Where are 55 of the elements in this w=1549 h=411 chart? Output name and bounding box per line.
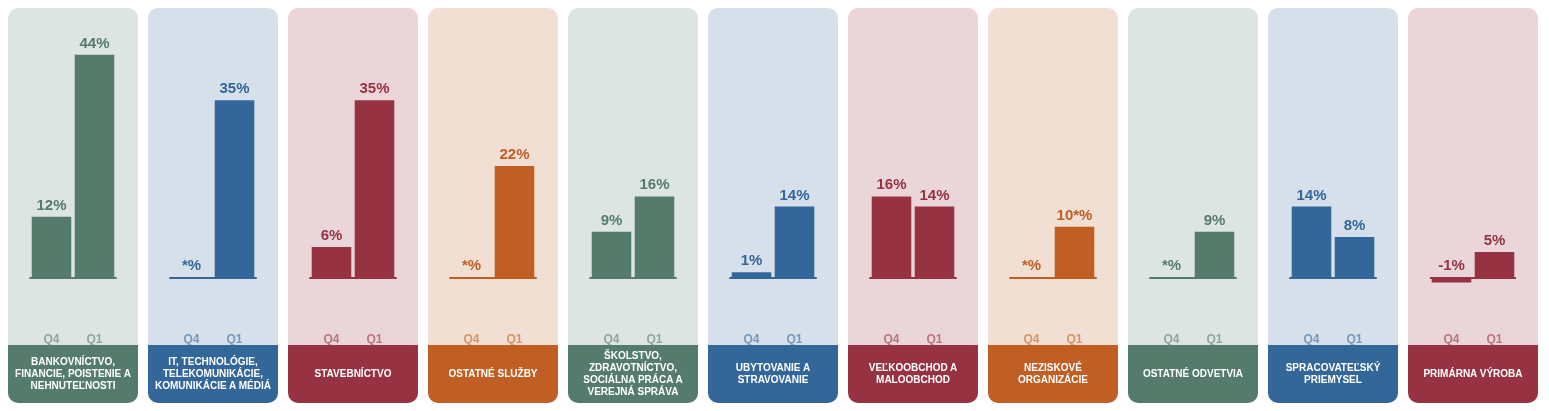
data-label: 6% [320, 226, 343, 244]
x-tick-label: Q4 [1443, 332, 1460, 346]
data-label: 16% [876, 175, 907, 193]
data-label: 1% [740, 251, 763, 269]
x-tick-label: Q1 [1486, 332, 1503, 346]
data-label: 35% [359, 79, 390, 97]
text: PRIMÁRNA VÝROBA [1408, 345, 1538, 403]
text: OSTATNÉ ODVETVIA [1128, 345, 1258, 403]
data-label: 22% [499, 145, 530, 163]
x-tick-label: Q4 [883, 332, 900, 346]
text: NEZISKOVÉ ORGANIZÁCIE [988, 345, 1118, 403]
x-tick-label: Q4 [603, 332, 620, 346]
x-tick-label: Q1 [226, 332, 243, 346]
x-tick-label: Q4 [743, 332, 760, 346]
data-label: 14% [779, 185, 810, 203]
data-label: 44% [79, 33, 110, 51]
data-label: 12% [36, 195, 67, 213]
data-label: 9% [600, 210, 623, 228]
data-label: 14% [919, 185, 950, 203]
x-tick-label: Q1 [86, 332, 103, 346]
text: SPRACOVATEĽSKÝ PRIEMYSEL [1268, 345, 1398, 403]
data-label: 16% [639, 175, 670, 193]
x-tick-label: Q4 [43, 332, 60, 346]
x-tick-label: Q4 [323, 332, 340, 346]
x-tick-label: Q1 [1206, 332, 1223, 346]
x-tick-label: Q1 [1066, 332, 1083, 346]
x-tick-label: Q1 [926, 332, 943, 346]
text: VEĽKOOBCHOD A MALOOBCHOD [848, 345, 978, 403]
x-tick-label: Q1 [646, 332, 663, 346]
data-label: 10*% [1056, 205, 1093, 223]
x-tick-label: Q4 [1163, 332, 1180, 346]
text: IT, TECHNOLÓGIE, TELEKOMUNIKÁCIE, KOMUNIKÁCIE A MÉDIÁ [148, 345, 278, 403]
data-label: 5% [1483, 231, 1506, 249]
x-tick-label: Q4 [463, 332, 480, 346]
data-label: -1% [1438, 256, 1465, 274]
data-label: 35% [219, 79, 250, 97]
x-tick-label: Q4 [1023, 332, 1040, 346]
data-label: 14% [1296, 185, 1327, 203]
x-tick-label: Q4 [183, 332, 200, 346]
x-tick-label: Q1 [366, 332, 383, 346]
text: STAVEBNÍCTVO [288, 345, 418, 403]
text: *% [1161, 256, 1182, 274]
text: ŠKOLSTVO, ZDRAVOTNÍCTVO, SOCIÁLNA PRÁCA A VEREJNÁ SPRÁVA [568, 345, 698, 403]
x-tick-label: Q1 [506, 332, 523, 346]
text: OSTATNÉ SLUŽBY [428, 345, 558, 403]
data-label: 8% [1343, 215, 1366, 233]
x-tick-label: Q1 [1346, 332, 1363, 346]
text: BANKOVNÍCTVO, FINANCIE, POISTENIE A NEHNUTEĽNOSTI [8, 345, 138, 403]
text: *% [1021, 256, 1042, 274]
x-tick-label: Q4 [1303, 332, 1320, 346]
text: *% [461, 256, 482, 274]
data-label: 9% [1203, 210, 1226, 228]
x-tick-label: Q1 [786, 332, 803, 346]
text: *% [181, 256, 202, 274]
text: UBYTOVANIE A STRAVOVANIE [708, 345, 838, 403]
